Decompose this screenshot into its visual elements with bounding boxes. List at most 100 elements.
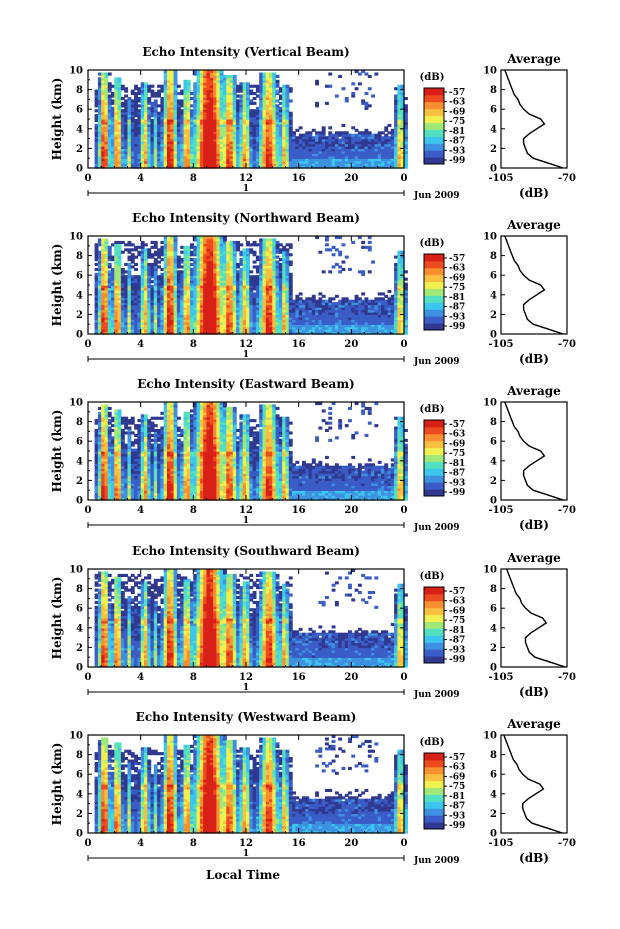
heatmap-cell (262, 262, 267, 266)
heatmap-cell (173, 106, 178, 110)
heatmap-cell (206, 141, 211, 145)
heatmap-cell (318, 131, 323, 135)
heatmap-cell (331, 141, 336, 145)
heatmap-cell (104, 99, 109, 103)
heatmap-cell (144, 104, 148, 108)
heatmap-cell (157, 92, 161, 96)
heatmap-cell (153, 311, 158, 315)
heatmap-cell (255, 243, 260, 247)
heatmap-cell (114, 99, 119, 103)
heatmap-cell (249, 136, 254, 140)
heatmap-cell (292, 319, 296, 323)
heatmap-cell (153, 131, 158, 135)
heatmap-cell (255, 121, 260, 125)
heatmap-cell (160, 121, 165, 125)
heatmap-cell (232, 292, 237, 296)
heatmap-cell (236, 240, 240, 244)
heatmap-cell (262, 143, 267, 147)
heatmap-cell (97, 77, 102, 81)
heatmap-cell (97, 316, 102, 320)
heatmap-cell (223, 236, 227, 240)
heatmap-cell (242, 133, 247, 137)
heatmap-cell (193, 153, 198, 157)
heatmap-cell (295, 148, 300, 152)
heatmap-cell (209, 265, 214, 269)
heatmap-cell (361, 99, 366, 103)
heatmap-cell (381, 163, 385, 167)
heatmap-cell (117, 163, 122, 167)
heatmap-cell (232, 114, 237, 118)
heatmap-cell (367, 148, 372, 152)
heatmap-cell (397, 155, 402, 159)
heatmap-cell (325, 138, 329, 142)
heatmap-cell (203, 265, 208, 269)
heatmap-cell (101, 238, 106, 242)
heatmap-cell (206, 307, 211, 311)
heatmap-cell (107, 116, 112, 120)
heatmap-cell (150, 319, 155, 323)
heatmap-cell (117, 136, 122, 140)
heatmap-cell (190, 136, 194, 140)
heatmap-cell (97, 123, 102, 127)
heatmap-cell (223, 307, 227, 311)
heatmap-cell (236, 309, 240, 313)
heatmap-cell (390, 163, 395, 167)
heatmap-cell (147, 287, 152, 291)
heatmap-cell (140, 133, 145, 137)
heatmap-cell (111, 94, 115, 98)
heatmap-cell (229, 163, 234, 167)
heatmap-cell (232, 277, 237, 281)
heatmap-cell (331, 143, 336, 147)
heatmap-cell (199, 106, 204, 110)
heatmap-cell (262, 245, 267, 249)
heatmap-cell (351, 92, 356, 96)
heatmap-cell (176, 101, 181, 105)
heatmap-cell (176, 136, 181, 140)
heatmap-cell (111, 309, 115, 313)
heatmap-cell (186, 285, 191, 289)
heatmap-cell (203, 126, 208, 130)
heatmap-cell (265, 131, 270, 135)
heatmap-cell (272, 138, 277, 142)
heatmap-cell (157, 319, 161, 323)
heatmap-cell (94, 153, 99, 157)
heatmap-cell (153, 136, 158, 140)
heatmap-cell (357, 141, 362, 145)
heatmap-cell (246, 270, 250, 274)
heatmap-cell (262, 277, 267, 281)
heatmap-cell (183, 270, 188, 274)
heatmap-cell (193, 160, 198, 164)
heatmap-cell (232, 104, 237, 108)
heatmap-cell (278, 123, 283, 127)
heatmap-cell (269, 97, 273, 101)
heatmap-cell (163, 141, 168, 145)
heatmap-cell (203, 84, 208, 88)
heatmap-cell (173, 109, 178, 113)
heatmap-cell (140, 116, 145, 120)
heatmap-cell (97, 265, 102, 269)
heatmap-cell (361, 153, 366, 157)
heatmap-cell (354, 153, 359, 157)
heatmap-cell (216, 114, 221, 118)
heatmap-cell (144, 255, 148, 259)
heatmap-cell (170, 97, 175, 101)
heatmap-cell (216, 238, 221, 242)
heatmap-cell (259, 153, 264, 157)
heatmap-cell (134, 165, 138, 169)
heatmap-cell (193, 280, 198, 284)
heatmap-cell (371, 136, 375, 140)
heatmap-cell (239, 123, 244, 127)
heatmap-cell (206, 304, 211, 308)
heatmap-cell (246, 106, 250, 110)
heatmap-cell (255, 314, 260, 318)
heatmap-cell (252, 119, 257, 123)
heatmap-cell (278, 131, 283, 135)
heatmap-cell (246, 123, 250, 127)
heatmap-cell (150, 326, 155, 330)
heatmap-cell (173, 270, 178, 274)
heatmap-cell (374, 72, 379, 76)
heatmap-cell (157, 94, 161, 98)
heatmap-cell (199, 272, 204, 276)
heatmap-cell (318, 155, 323, 159)
heatmap-cell (144, 126, 148, 130)
